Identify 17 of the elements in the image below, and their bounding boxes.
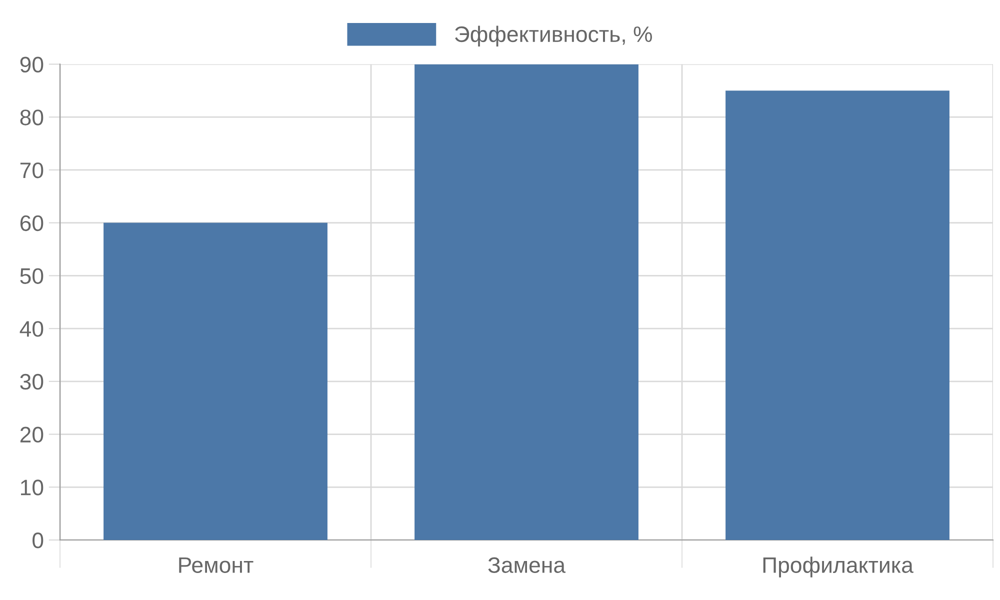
y-tick-label: 10 <box>21 480 44 496</box>
legend-label: Эффективность, % <box>455 26 652 46</box>
x-tick-label: Профилактика <box>763 556 914 578</box>
y-tick-label: 40 <box>20 321 44 337</box>
y-tick-label: 30 <box>20 374 44 390</box>
bar <box>104 222 328 540</box>
y-tick-label: 70 <box>20 162 44 178</box>
y-tick-label: 90 <box>20 56 44 72</box>
y-tick-label: 80 <box>20 110 44 126</box>
y-tick-label: 60 <box>20 215 44 232</box>
bar <box>414 64 638 540</box>
x-tick-label: Замена <box>488 557 566 573</box>
y-tick-label: 20 <box>20 426 44 443</box>
y-tick-label: 50 <box>20 268 44 284</box>
y-tick-label: 0 <box>32 532 44 548</box>
x-tick-label: Ремонт <box>179 557 254 573</box>
bar <box>726 90 950 540</box>
